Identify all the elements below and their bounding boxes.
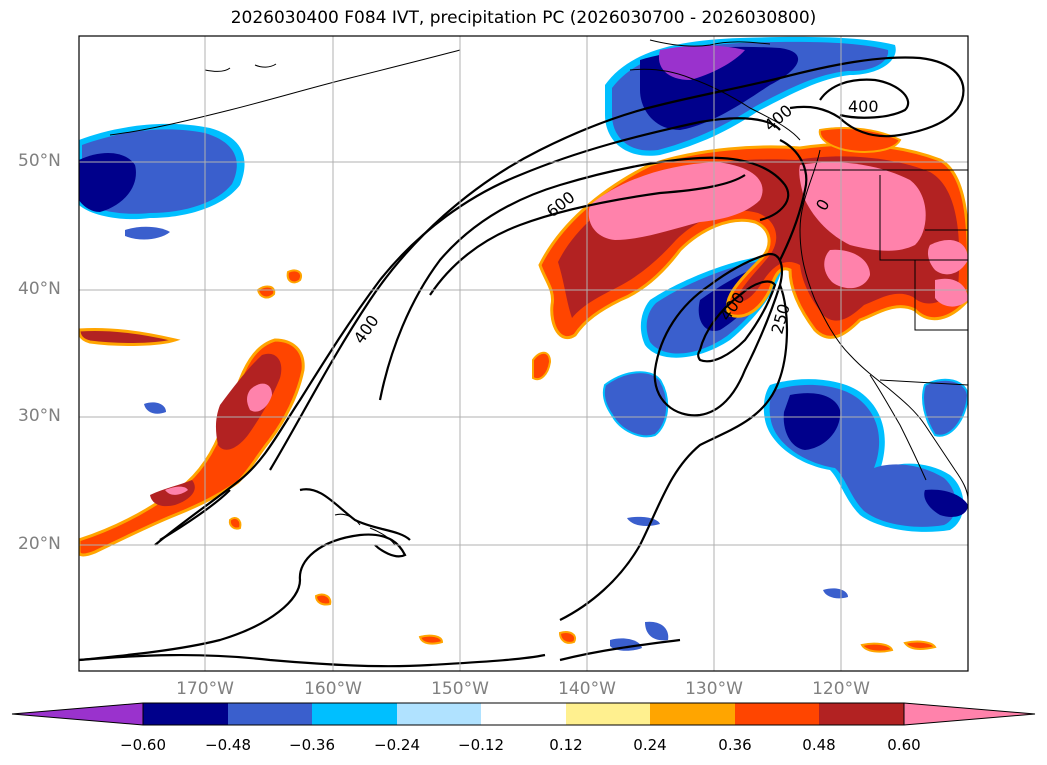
map-title: 2026030400 F084 IVT, precipitation PC (2… [230, 8, 817, 28]
colorbar-segment [312, 703, 397, 725]
colorbar-tick: −0.36 [289, 736, 335, 754]
colorbar-segment [566, 703, 650, 725]
colorbar-segment [735, 703, 819, 725]
lon-label-160w: 160°W [304, 679, 362, 699]
colorbar-tick: −0.48 [205, 736, 251, 754]
colorbar-tick: 0.24 [633, 736, 667, 754]
colorbar-tick: −0.60 [120, 736, 166, 754]
lat-label-40n: 40°N [18, 279, 61, 299]
colorbar [11, 702, 1036, 726]
coastlines [109, 39, 968, 546]
colorbar-segment [481, 703, 566, 725]
colorbar-segment [228, 703, 312, 725]
colorbar-tick: 0.48 [802, 736, 836, 754]
colorbar-segment [143, 703, 228, 725]
colorbar-tick: −0.24 [374, 736, 420, 754]
lat-label-20n: 20°N [18, 534, 61, 554]
colorbar-tick: 0.36 [718, 736, 752, 754]
colorbar-extend-right [904, 703, 1035, 725]
lon-label-130w: 130°W [685, 679, 743, 699]
contour-label-400-ne: 400 [848, 97, 879, 116]
lon-label-120w: 120°W [812, 679, 870, 699]
positive-anomaly-regions [79, 127, 968, 653]
lon-label-150w: 150°W [431, 679, 489, 699]
colorbar-tick: 0.12 [549, 736, 583, 754]
colorbar-tick: −0.12 [458, 736, 504, 754]
colorbar-segment [819, 703, 904, 725]
colorbar-segment [397, 703, 481, 725]
colorbar-extend-left [12, 703, 143, 725]
lon-label-140w: 140°W [558, 679, 616, 699]
graticule [79, 36, 968, 671]
colorbar-segment [650, 703, 735, 725]
ivt-contours [79, 56, 965, 668]
lon-label-170w: 170°W [176, 679, 234, 699]
colorbar-tick: 0.60 [887, 736, 921, 754]
lat-label-30n: 30°N [18, 406, 61, 426]
lat-label-50n: 50°N [18, 151, 61, 171]
map-frame [78, 35, 969, 672]
